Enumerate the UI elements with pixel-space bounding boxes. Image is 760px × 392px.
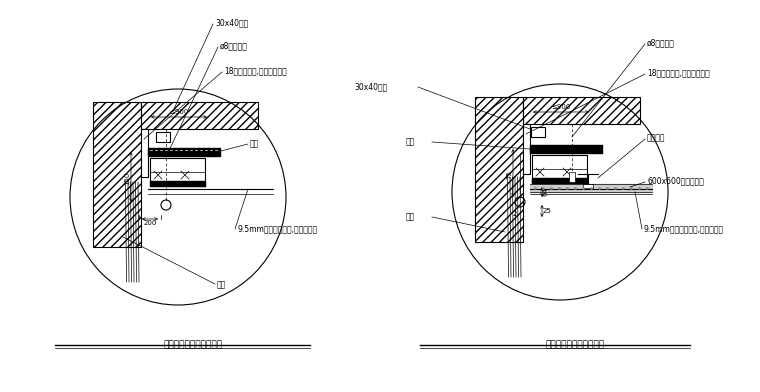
Text: ≤900: ≤900 (551, 104, 571, 110)
Bar (141, 129, 148, 177)
Bar (523, 97, 640, 124)
Text: 石膏板吊顶窗帘盒剖面图: 石膏板吊顶窗帘盒剖面图 (163, 340, 223, 349)
Text: 矿棉板吊顶窗帘盒剖面图: 矿棉板吊顶窗帘盒剖面图 (546, 340, 604, 349)
Text: 25: 25 (543, 208, 552, 214)
Text: 30x40木方: 30x40木方 (355, 82, 388, 91)
Text: 200: 200 (144, 220, 157, 226)
Bar (583, 184, 593, 188)
Bar (150, 158, 205, 186)
Text: ø8镀锌吊杆: ø8镀锌吊杆 (220, 42, 248, 51)
Bar (475, 97, 523, 242)
Text: 18厚细木工板,脂刷防火处理: 18厚细木工板,脂刷防火处理 (647, 69, 710, 78)
Text: 轻钢龙骨: 轻钢龙骨 (647, 134, 666, 143)
Text: 滑道: 滑道 (406, 138, 415, 147)
Bar (523, 124, 530, 174)
Text: 9.5mm厚石膏板吊顶,白色乳胶漆: 9.5mm厚石膏板吊顶,白色乳胶漆 (644, 225, 724, 234)
Text: 75: 75 (506, 170, 512, 179)
Bar (156, 132, 170, 142)
Text: 600x600矿棉吸音板: 600x600矿棉吸音板 (647, 176, 704, 185)
Text: 窗帘: 窗帘 (217, 281, 226, 290)
Bar (93, 102, 141, 247)
Bar (569, 172, 575, 182)
Text: 2: 2 (513, 211, 518, 217)
Bar (531, 127, 545, 137)
Text: ≤900: ≤900 (169, 109, 188, 115)
Bar (532, 155, 587, 183)
Text: 64: 64 (543, 187, 549, 196)
Bar (141, 102, 258, 129)
Text: 滑道: 滑道 (250, 140, 259, 149)
Text: ø8镀锌吊杆: ø8镀锌吊杆 (647, 38, 675, 47)
Text: 窗帘: 窗帘 (406, 212, 415, 221)
Text: 9.5mm厚石膏板吊顶,白色乳胶漆: 9.5mm厚石膏板吊顶,白色乳胶漆 (237, 225, 317, 234)
Text: 18厚细木工板,脂刷防火处理: 18厚细木工板,脂刷防火处理 (224, 67, 287, 76)
Text: 150: 150 (124, 172, 130, 185)
Text: 30x40木方: 30x40木方 (215, 18, 249, 27)
